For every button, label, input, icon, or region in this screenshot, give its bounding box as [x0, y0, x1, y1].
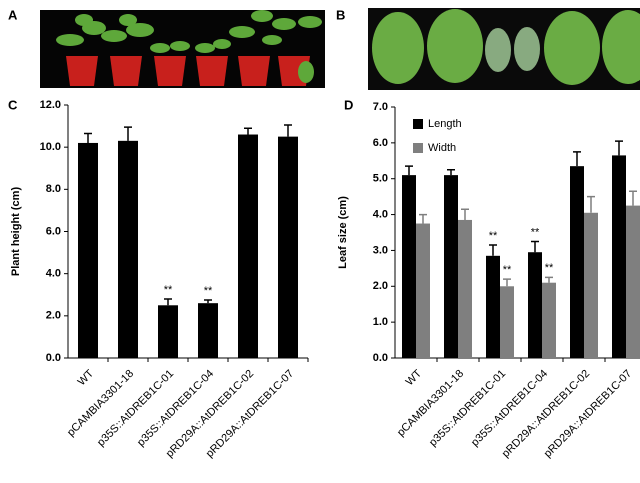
legend-swatch	[413, 119, 423, 129]
legend-swatch	[413, 143, 423, 153]
error-bar	[405, 165, 413, 176]
panel-label: A	[8, 7, 18, 22]
bar	[626, 205, 640, 358]
error-bar	[124, 126, 132, 141]
bar	[570, 166, 584, 358]
error-bar	[531, 240, 539, 253]
error-bar	[587, 195, 595, 213]
error-bar	[573, 151, 581, 167]
error-bar	[503, 278, 511, 287]
significance-label: **	[164, 284, 173, 296]
bar	[416, 223, 430, 358]
error-bar	[615, 140, 623, 156]
y-tick-label: 1.0	[373, 316, 388, 328]
y-tick-label: 6.0	[46, 225, 61, 237]
y-tick-label: 4.0	[373, 208, 388, 220]
panel-label: D	[344, 97, 353, 112]
y-axis-label: Plant height (cm)	[10, 187, 22, 277]
y-tick-label: 0.0	[373, 352, 388, 364]
bar	[612, 155, 626, 358]
y-tick-label: 7.0	[373, 101, 388, 113]
significance-label: **	[489, 230, 498, 242]
bar	[528, 252, 542, 358]
x-tick-label: p35S::AtDREB1C-04	[469, 368, 550, 449]
error-bar	[244, 127, 252, 135]
x-tick-label: p35S::AtDREB1C-04	[135, 368, 216, 449]
bar	[458, 219, 472, 358]
bar	[198, 303, 218, 358]
bar	[158, 305, 178, 358]
error-bar	[164, 298, 172, 306]
y-tick-label: 6.0	[373, 137, 388, 149]
bar	[278, 136, 298, 358]
x-tick-label: WT	[76, 367, 97, 388]
y-tick-label: 10.0	[40, 141, 61, 153]
error-bar	[629, 190, 637, 206]
bar	[402, 175, 416, 358]
legend-label: Width	[428, 142, 456, 154]
error-bar	[284, 124, 292, 137]
panel-label: C	[8, 97, 18, 112]
y-tick-label: 3.0	[373, 244, 388, 256]
significance-label: **	[531, 226, 540, 238]
bar	[118, 140, 138, 358]
error-bar	[447, 169, 455, 176]
y-tick-label: 4.0	[46, 268, 61, 280]
legend-label: Length	[428, 118, 462, 130]
panel-label: B	[336, 7, 345, 22]
y-tick-label: 2.0	[373, 280, 388, 292]
error-bar	[419, 213, 427, 224]
bar	[584, 212, 598, 358]
y-tick-label: 5.0	[373, 173, 388, 185]
bar	[486, 255, 500, 358]
significance-label: **	[503, 264, 512, 276]
x-tick-label: p35S::AtDREB1C-01	[427, 368, 508, 449]
significance-label: **	[204, 285, 213, 297]
y-tick-label: 0.0	[46, 352, 61, 364]
bar	[238, 134, 258, 358]
error-bar	[489, 244, 497, 256]
error-bar	[461, 208, 469, 220]
x-tick-label: p35S::AtDREB1C-01	[95, 368, 176, 449]
bar	[78, 142, 98, 358]
y-tick-label: 8.0	[46, 183, 61, 195]
x-tick-label: WT	[404, 367, 425, 388]
photo-leaves	[368, 8, 640, 90]
significance-label: **	[545, 262, 554, 274]
y-tick-label: 2.0	[46, 310, 61, 322]
error-bar	[545, 276, 553, 283]
error-bar	[84, 132, 92, 143]
bar	[500, 286, 514, 358]
photo-plants	[40, 10, 325, 88]
y-axis-label: Leaf size (cm)	[337, 196, 349, 269]
y-tick-label: 12.0	[40, 99, 61, 111]
bar	[444, 175, 458, 358]
x-tick-label: pRD29A::AtDREB1C-07	[542, 368, 634, 460]
bar	[542, 282, 556, 358]
error-bar	[204, 299, 212, 304]
